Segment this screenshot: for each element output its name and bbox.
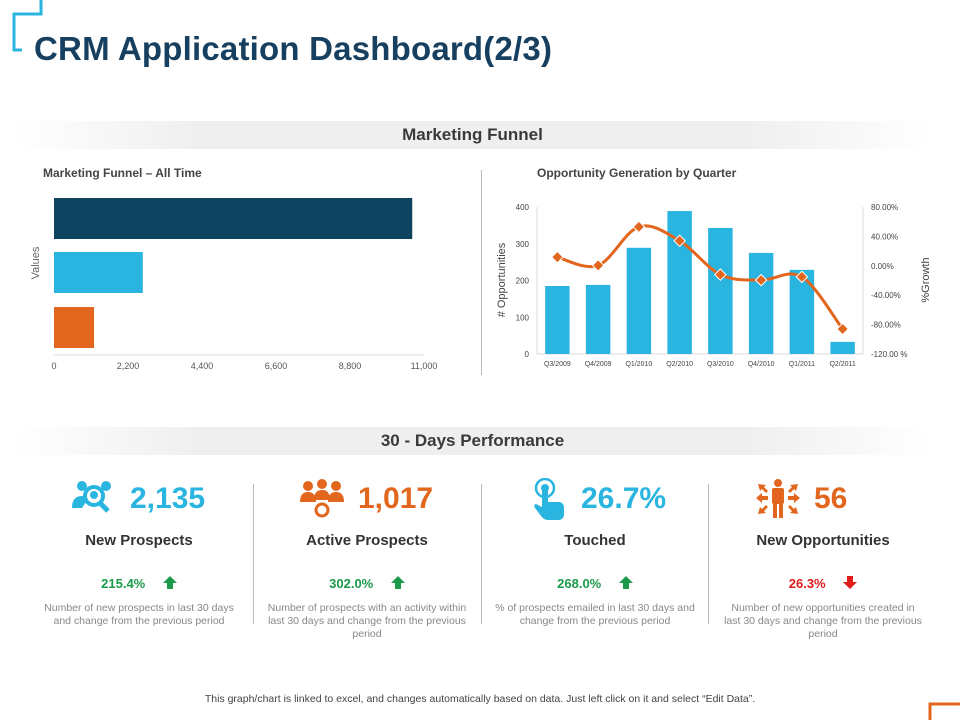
growth-marker: [632, 220, 646, 234]
y2-tick-label: 0.00%: [871, 262, 894, 271]
growth-marker: [795, 270, 809, 284]
opportunity-chart[interactable]: 0 100 200 300 400 80.00% 40.00% 0.00% -40.00% -80…: [485, 190, 955, 375]
funnel-bar: [54, 307, 95, 348]
x-tick-label: Q3/2009: [544, 361, 571, 368]
x-tick-label: Q3/2010: [707, 361, 734, 368]
kpi-description: % of prospects emailed in last 30 days a…: [495, 602, 695, 627]
team-gear-icon: [300, 479, 344, 518]
kpi-change: 268.0%: [557, 576, 602, 591]
footer-note: This graph/chart is linked to excel, and…: [204, 693, 756, 705]
y2-tick-label: 80.00%: [871, 203, 898, 212]
kpi-value: 2,135: [130, 482, 206, 515]
kpi-label: Touched: [564, 532, 626, 549]
chart-title-funnel: Marketing Funnel – All Time: [43, 166, 202, 180]
y2-tick-label: -80.00%: [871, 321, 901, 330]
y-tick-label: 200: [516, 277, 530, 286]
x-tick-label: 6,600: [265, 361, 288, 371]
funnel-bar: [54, 252, 143, 293]
x-tick-label: Q4/2010: [748, 361, 775, 368]
x-tick-label: Q1/2011: [789, 361, 815, 368]
divider: [481, 170, 482, 375]
x-tick-label: 4,400: [191, 361, 214, 371]
arrow-down-icon: [843, 576, 858, 589]
kpi-label: Active Prospects: [306, 532, 428, 549]
prospects-search-icon: [72, 481, 111, 513]
kpi-change: 302.0%: [329, 576, 374, 591]
x-tick-label: Q4/2009: [585, 361, 612, 368]
page-title: CRM Application Dashboard(2/3): [34, 30, 553, 67]
section-header-marketing-funnel: Marketing Funnel: [15, 121, 930, 149]
opportunity-bar: [667, 211, 692, 354]
opportunity-bar: [545, 286, 570, 354]
kpi-card-3: 26.7% Touched 268.0% % of prospects emai…: [481, 470, 709, 640]
divider: [481, 484, 482, 624]
opportunity-bar: [830, 341, 855, 354]
kpi-label: New Prospects: [85, 532, 193, 549]
funnel-chart[interactable]: 0 2,200 4,400 6,600 8,800 11,000 Values: [20, 185, 460, 385]
y-tick-label: 300: [516, 240, 530, 249]
growth-marker: [673, 234, 686, 248]
kpi-label: New Opportunities: [756, 532, 890, 549]
touch-hand-icon: [534, 478, 564, 520]
growth-marker: [836, 322, 849, 336]
divider: [253, 484, 254, 624]
y-axis-label: # Opportunities: [496, 242, 508, 317]
opportunity-bar: [708, 227, 733, 354]
growth-marker: [551, 250, 564, 264]
x-tick-label: Q2/2010: [666, 361, 693, 368]
x-tick-label: Q2/2011: [829, 361, 855, 368]
kpi-description: Number of new opportunities created in l…: [724, 602, 922, 640]
arrow-up-icon: [618, 576, 633, 589]
kpi-change: 215.4%: [101, 576, 146, 591]
x-tick-label: 8,800: [339, 361, 362, 371]
chart-title-opportunity: Opportunity Generation by Quarter: [537, 166, 737, 180]
corner-bracket-bottom-right: [928, 702, 960, 720]
y2-axis-label: %Growth: [920, 257, 932, 302]
arrow-up-icon: [162, 576, 177, 589]
kpi-card-2: 1,017 Active Prospects 302.0% Number of …: [253, 470, 481, 640]
divider: [708, 484, 709, 624]
x-tick-label: Q1/2010: [625, 361, 652, 368]
x-tick-label: 11,000: [411, 361, 438, 371]
funnel-bar: [54, 198, 413, 239]
opportunity-bar: [748, 252, 774, 354]
kpi-change: 26.3%: [788, 576, 826, 591]
kpi-value: 26.7%: [581, 482, 667, 515]
person-arrows-icon: [756, 479, 800, 518]
kpi-description: Number of prospects with an activity wit…: [267, 602, 467, 640]
growth-marker: [754, 273, 768, 287]
kpi-value: 56: [814, 482, 848, 515]
y-tick-label: 400: [516, 203, 530, 212]
y-tick-label: 100: [516, 313, 530, 322]
opportunity-bar: [585, 284, 611, 354]
growth-marker: [714, 268, 727, 281]
kpi-card-1: 2,135 New Prospects 215.4% Number of new…: [25, 470, 253, 640]
x-tick-label: 2,200: [117, 361, 140, 371]
opportunity-bar: [626, 247, 652, 354]
kpi-description: Number of new prospects in last 30 days …: [44, 602, 234, 627]
y2-tick-label: -120.00 %: [871, 350, 907, 359]
kpi-card-4: 56 New Opportunities 26.3% Number of new…: [709, 470, 937, 640]
section-header-performance: 30 - Days Performance: [15, 427, 930, 455]
y2-tick-label: -40.00%: [871, 291, 901, 300]
kpi-value: 1,017: [358, 482, 434, 515]
growth-marker: [591, 259, 605, 272]
y2-tick-label: 40.00%: [871, 232, 898, 241]
corner-bracket-top-left: [12, 0, 43, 52]
arrow-up-icon: [390, 576, 405, 589]
y-tick-label: 0: [525, 350, 530, 359]
x-tick-label: 0: [51, 361, 56, 371]
y-axis-label: Values: [30, 246, 42, 279]
